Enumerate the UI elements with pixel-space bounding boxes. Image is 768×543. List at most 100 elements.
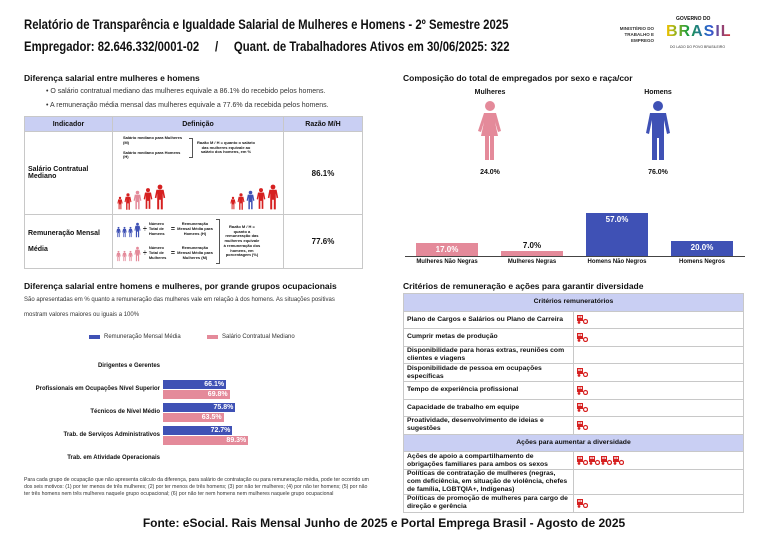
criteria-row: Disponibilidade para horas extras, reuni…	[403, 345, 744, 365]
bar: 69.8%	[163, 390, 230, 399]
criteria-marks	[573, 416, 744, 435]
bar: 72.7%	[163, 426, 233, 435]
criteria-row: Políticas de contratação de mulheres (ne…	[403, 468, 744, 495]
women-label: Mulheres	[474, 89, 506, 96]
def-line: Salário mediano para Mulheres (M)	[123, 135, 183, 145]
criteria-marks	[573, 493, 744, 513]
check-mark-icon	[577, 455, 588, 465]
bar: 75.8%	[163, 403, 236, 412]
person-icon	[134, 246, 141, 261]
men-label: Homens	[644, 89, 672, 96]
bar: 89.3%	[163, 436, 249, 445]
section-title: Critérios remuneratórios	[403, 293, 744, 312]
occupational-desc-2: mostram valores maiores ou iguais a 100%	[24, 312, 140, 318]
bullet-2: • A remuneração média mensal das mulhere…	[46, 102, 329, 109]
table-row: Remuneração Mensal Média ÷ Número Total …	[24, 214, 363, 269]
women-equation: ÷ Número Total de Mulheres = Remuneração…	[116, 243, 213, 265]
criteria-label: Cumprir metas de produção	[403, 328, 574, 347]
bar-value-label: 7.0%	[522, 240, 542, 250]
check-mark-icon	[601, 455, 612, 465]
def-line: Salário mediano para Homens (H)	[123, 149, 181, 160]
check-mark-icon	[613, 455, 624, 465]
occupational-footnote: Para cada grupo de ocupação que não apre…	[24, 477, 369, 498]
men-percent: 76.0%	[648, 169, 668, 176]
person-icon	[124, 193, 132, 210]
check-mark-icon	[577, 498, 588, 508]
check-mark-icon	[577, 315, 588, 325]
criteria-marks	[573, 363, 744, 382]
salary-gap-heading: Diferença salarial entre mulheres e home…	[24, 73, 200, 83]
criteria-heading: Critérios de remuneração e ações para ga…	[403, 281, 644, 291]
section-header-row: Ações para aumentar a diversidade	[403, 433, 744, 453]
table-row: Salário Contratual Mediano Salário media…	[24, 131, 363, 215]
person-icon	[122, 250, 127, 261]
criteria-label: Capacidade de trabalho em equipe	[403, 398, 574, 418]
criteria-label: Tempo de experiência profissional	[403, 380, 574, 400]
def-note: Razão M / H = quanto a remuneração das m…	[223, 223, 261, 258]
criteria-row: Políticas de promoção de mulheres para c…	[403, 493, 744, 513]
criteria-label: Disponibilidade de pessoa em ocupações e…	[403, 363, 574, 382]
person-icon	[246, 190, 255, 210]
category-label: Mulheres Negras	[507, 259, 557, 265]
legend-label: Remuneração Mensal Média	[104, 334, 181, 340]
men-sum-icons	[116, 222, 141, 238]
person-icon	[267, 184, 279, 210]
def-line: Número Total de Mulheres	[148, 245, 167, 260]
person-icon	[133, 190, 142, 210]
person-icon	[256, 188, 266, 209]
ratio-value: 86.1%	[283, 131, 363, 215]
occupational-bar-chart: Dirigentes e Gerentes Profissionais em Oc…	[0, 355, 390, 470]
def-line: Remuneração Mensal Média para Homens (H)	[177, 221, 213, 236]
def-line: Remuneração Mensal Média para Mulheres (…	[177, 245, 213, 260]
person-icon	[154, 184, 166, 210]
criteria-row: Ações de apoio a compartilhamento de obr…	[403, 451, 744, 470]
criteria-label: Plano de Cargos e Salários ou Plano de C…	[403, 310, 574, 330]
col-definicao: Definição	[112, 116, 284, 132]
legend-swatch	[207, 335, 218, 339]
criteria-marks	[573, 328, 744, 347]
bar-value-label: 20.0%	[690, 242, 714, 252]
criteria-row: Plano de Cargos e Salários ou Plano de C…	[403, 310, 744, 330]
occupational-desc-1: São apresentadas em % quanto a remuneraç…	[24, 297, 335, 303]
col-indicador: Indicador	[24, 116, 113, 132]
def-note: Razão M / H = quanto o salário das mulhe…	[197, 139, 255, 155]
ratio-value: 77.6%	[283, 214, 363, 269]
person-icon	[143, 188, 153, 209]
composition-bar-chart: 17.0% Mulheres Não Negras 7.0% Mulheres Neg…	[405, 200, 745, 272]
divide-sign: ÷	[143, 250, 147, 257]
person-icon	[230, 196, 236, 210]
bar-value-label: 17.0%	[435, 245, 459, 255]
indicator-label: Remuneração Mensal Média	[24, 214, 113, 269]
brace	[215, 219, 220, 264]
check-mark-icon	[577, 420, 588, 430]
check-mark-icon	[577, 403, 588, 413]
criteria-label: Ações de apoio a compartilhamento de obr…	[403, 451, 574, 470]
criteria-table: Critérios remuneratórios Plano de Cargos …	[403, 293, 744, 513]
person-icon	[128, 250, 133, 261]
section-title: Ações para aumentar a diversidade	[403, 433, 744, 453]
criteria-label: Proatividade, desenvolvimento de ideias …	[403, 416, 574, 435]
women-percent: 24.0%	[480, 169, 500, 176]
composition-heading: Composição do total de empregados por se…	[403, 73, 633, 83]
criteria-marks	[573, 398, 744, 418]
category-label: Técnicos de Nível Médio	[90, 409, 160, 415]
gov-slogan: DO LADO DO POVO BRASILEIRO	[670, 45, 726, 49]
category-label: Trab. em Atividade Operacionais	[67, 455, 160, 461]
person-icon	[237, 193, 245, 210]
bar: 66.1%	[163, 380, 227, 389]
person-icon	[122, 226, 127, 237]
criteria-marks	[573, 380, 744, 400]
criteria-row: Capacidade de trabalho em equipe	[403, 398, 744, 418]
criteria-row: Proatividade, desenvolvimento de ideias …	[403, 416, 744, 435]
man-icon	[646, 101, 670, 160]
legend-item-salario: Salário Contratual Mediano	[207, 334, 295, 340]
category-label: Homens Não Negros	[587, 259, 647, 265]
category-label: Mulheres Não Negras	[416, 259, 478, 265]
equals-sign: =	[170, 250, 175, 257]
person-icon	[117, 196, 123, 210]
legend-swatch	[89, 335, 100, 339]
category-label: Dirigentes e Gerentes	[97, 363, 160, 369]
bar-value-label: 57.0%	[605, 215, 629, 224]
category-label: Homens Negros	[678, 259, 725, 265]
chart-baseline	[405, 256, 745, 257]
